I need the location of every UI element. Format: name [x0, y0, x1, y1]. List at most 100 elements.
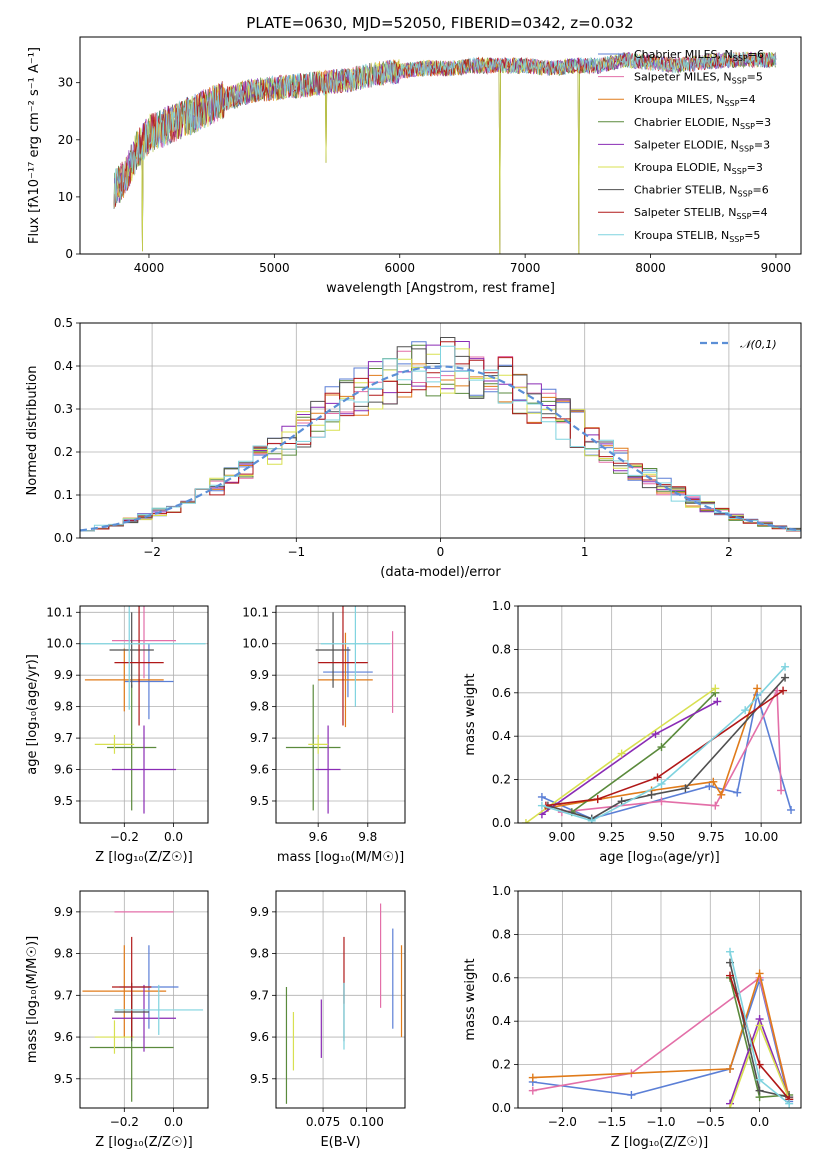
x-tick-label: −1.0	[646, 1115, 675, 1129]
legend-entry: Kroupa ELODIE, NSSP=3	[634, 161, 763, 176]
weight-marker	[627, 1090, 636, 1099]
weight-marker	[651, 730, 660, 739]
errorbar-point	[107, 684, 157, 811]
axes-frame	[517, 890, 802, 1109]
errorbar-point	[112, 606, 176, 679]
y-tick-label: 9.8	[250, 700, 269, 714]
x-tick-label: 1	[581, 545, 589, 559]
y-tick-label: 9.9	[250, 668, 269, 682]
weight-marker	[781, 673, 790, 682]
plot-area-mass_vs_Z	[82, 911, 204, 1102]
panel-massweight_vs_age: 9.00 9.25 9.50 9.75 10.00 0.0 0.2 0.4 0.6 0.8 1.0 a…	[463, 599, 802, 865]
errorbar-point	[315, 725, 341, 814]
x-tick-label: 8000	[635, 261, 666, 275]
weight-marker	[755, 969, 764, 978]
weight-marker	[705, 782, 714, 791]
errorbar-point	[82, 945, 167, 1038]
x-tick-label: 6000	[384, 261, 415, 275]
y-tick-label: 1.0	[492, 599, 511, 613]
errorbar-point	[112, 984, 176, 1052]
y-tick-label: 0.5	[54, 316, 73, 330]
y-axis-label: mass weight	[463, 958, 478, 1040]
y-tick-label: 9.6	[250, 763, 269, 777]
errorbar-point	[308, 734, 329, 754]
legend-entry: Kroupa STELIB, NSSP=5	[634, 229, 760, 244]
spectrum-line-5	[113, 51, 777, 254]
y-tick-label: 0	[65, 247, 73, 261]
errorbar-point	[285, 684, 341, 811]
x-tick-label: −1.5	[597, 1115, 626, 1129]
weight-marker	[657, 797, 666, 806]
spectrum-line-8	[113, 51, 777, 209]
x-tick-label: 9.00	[548, 830, 575, 844]
errorbar-point	[318, 606, 368, 726]
y-tick-label: 0.2	[492, 773, 511, 787]
x-tick-label: −0.5	[696, 1115, 725, 1129]
axes-frame	[79, 36, 802, 255]
weight-marker	[785, 1099, 794, 1108]
y-tick-label: 10	[58, 190, 73, 204]
weight-marker	[726, 971, 735, 980]
x-tick-label: 2	[725, 545, 733, 559]
weight-marker	[755, 1075, 764, 1084]
weight-line-1	[561, 687, 782, 813]
errorbar-point	[315, 612, 351, 688]
histogram-steps-8	[80, 345, 801, 532]
x-axis-label: E(B-V)	[320, 1135, 360, 1150]
x-tick-label: −1	[287, 545, 305, 559]
panel-massweight_vs_Z: −2.0 −1.5 −1.0 −0.5 0.0 0.0 0.2 0.4 0.6 0.8 1.0 Z […	[463, 884, 802, 1150]
weight-marker	[537, 792, 546, 801]
y-tick-label: 0.4	[492, 1014, 511, 1028]
y-tick-label: 0.0	[54, 531, 73, 545]
legend-entry: Kroupa MILES, NSSP=4	[634, 93, 756, 108]
weight-marker	[755, 1060, 764, 1069]
x-tick-label: 0	[437, 545, 445, 559]
y-tick-label: 0.2	[54, 445, 73, 459]
errorbar-point	[84, 648, 164, 712]
weight-marker	[781, 662, 790, 671]
y-tick-label: 9.9	[54, 668, 73, 682]
plot-area-mass_vs_ebv	[285, 903, 403, 1104]
weight-marker	[647, 790, 656, 799]
y-tick-label: 0.6	[492, 971, 511, 985]
errorbar-point	[94, 734, 135, 754]
x-tick-label: 0.075	[306, 1115, 340, 1129]
y-tick-label: 10.0	[46, 637, 73, 651]
y-tick-label: 0.2	[492, 1058, 511, 1072]
x-tick-label: 0.0	[750, 1115, 769, 1129]
weight-marker	[753, 684, 762, 693]
x-tick-label: 9.75	[698, 830, 725, 844]
x-tick-label: 9.6	[309, 830, 328, 844]
errorbar-point	[124, 643, 174, 720]
x-tick-label: 9.50	[648, 830, 675, 844]
x-axis-label: Z [log₁₀(Z/Z☉)]	[95, 1135, 192, 1150]
errorbar-point	[94, 1020, 135, 1054]
axes-frame	[79, 890, 209, 1109]
x-tick-label: 9000	[761, 261, 792, 275]
x-tick-label: −2	[143, 545, 161, 559]
x-tick-label: −0.2	[110, 1115, 139, 1129]
weight-marker	[593, 795, 602, 804]
legend-entry: Chabrier ELODIE, NSSP=3	[634, 116, 771, 131]
x-tick-label: 9.25	[598, 830, 625, 844]
x-tick-label: 10.00	[744, 830, 778, 844]
y-tick-label: 9.8	[54, 947, 73, 961]
y-tick-label: 0.3	[54, 402, 73, 416]
weight-marker	[617, 797, 626, 806]
weight-marker	[657, 743, 666, 752]
y-tick-label: 30	[58, 76, 73, 90]
y-tick-label: 0.0	[492, 1101, 511, 1115]
x-axis-label: Z [log₁₀(Z/Z☉)]	[611, 1135, 708, 1150]
y-tick-label: 0.1	[54, 488, 73, 502]
axes-frame	[517, 605, 802, 824]
legend-entry: 𝒩(0,1)	[740, 338, 777, 351]
y-tick-label: 0.4	[54, 359, 73, 373]
weight-marker	[733, 788, 742, 797]
x-axis-label: Z [log₁₀(Z/Z☉)]	[95, 850, 192, 865]
plot-area-age_vs_mass	[285, 606, 394, 814]
legend-entry: Salpeter ELODIE, NSSP=3	[634, 138, 770, 153]
y-tick-label: 9.5	[54, 1072, 73, 1086]
y-tick-label: 9.7	[54, 731, 73, 745]
y-tick-label: 9.6	[250, 1030, 269, 1044]
y-tick-label: 0.8	[492, 927, 511, 941]
